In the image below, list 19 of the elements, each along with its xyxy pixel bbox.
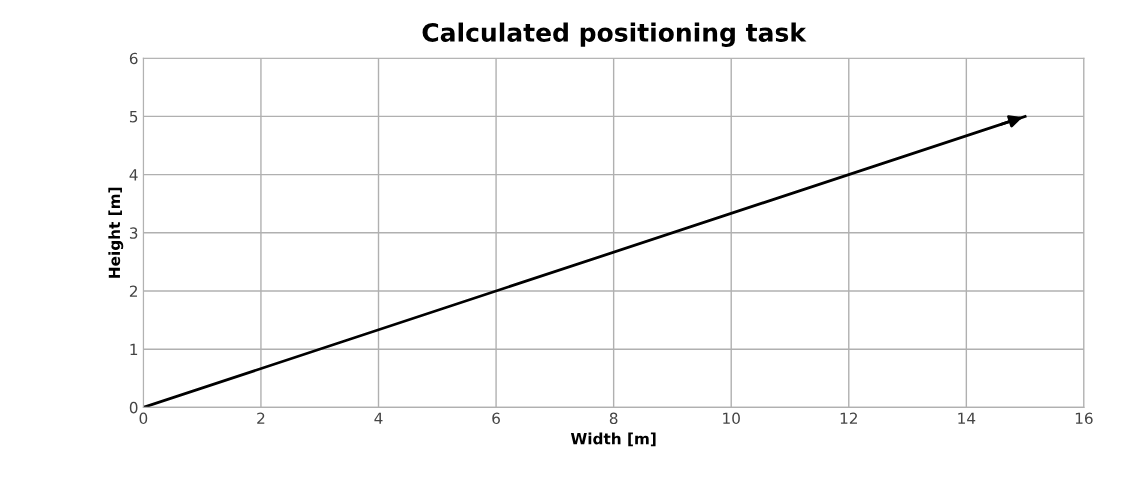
x-tick-label: 8: [609, 412, 618, 425]
y-axis-title: Height [m]: [108, 187, 124, 278]
x-tick-label: 16: [1075, 412, 1093, 425]
y-tick-label: 3: [129, 227, 138, 239]
y-tick-label: 2: [129, 285, 137, 297]
x-tick-label: 12: [840, 412, 857, 424]
x-tick-label: 0: [139, 412, 148, 425]
y-tick-label: 4: [129, 169, 138, 181]
y-tick-label: 0: [129, 401, 138, 414]
x-tick-label: 2: [257, 412, 265, 424]
y-tick-label: 6: [129, 52, 138, 65]
y-tick-label: 5: [129, 111, 138, 123]
y-tick-label: 1: [130, 343, 138, 355]
x-tick-label: 6: [492, 412, 500, 425]
x-tick-label: 10: [723, 412, 740, 425]
x-tick-label: 4: [374, 412, 383, 424]
chart-title: Calculated positioning task: [422, 22, 807, 47]
x-axis-title: Width [m]: [570, 432, 656, 447]
x-tick-label: 14: [958, 412, 976, 424]
